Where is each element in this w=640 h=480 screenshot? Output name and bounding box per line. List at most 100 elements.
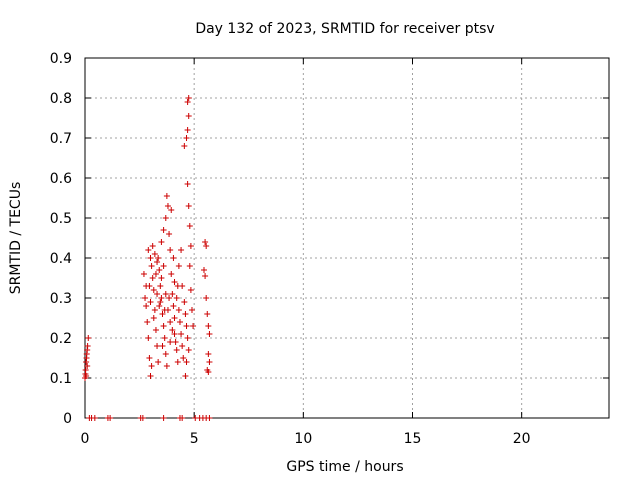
- data-point: [150, 287, 157, 293]
- data-point: [155, 255, 162, 261]
- y-tick-label: 0.7: [50, 131, 72, 147]
- data-point: [154, 259, 161, 265]
- data-point: [107, 415, 114, 421]
- data-point: [91, 415, 98, 421]
- x-tick-label: 15: [404, 431, 422, 447]
- data-point: [151, 307, 158, 313]
- axis-ticks: 0 0.1 0.2 0.3 0.4 0.5 0.6 0.7 0.8 0.9 0 5 10 15 20: [50, 51, 609, 447]
- data-point: [183, 323, 190, 329]
- data-point: [82, 367, 89, 373]
- data-point: [183, 135, 190, 141]
- data-point: [186, 263, 193, 269]
- data-point: [206, 331, 213, 337]
- data-point: [163, 193, 170, 199]
- data-point: [184, 127, 191, 133]
- data-point: [156, 267, 163, 273]
- data-point: [154, 343, 161, 349]
- data-point: [168, 271, 175, 277]
- y-axis-label: SRMTID / TECUs: [8, 182, 24, 295]
- x-tick-label: 0: [81, 431, 90, 447]
- data-point: [202, 273, 209, 279]
- data-point: [159, 343, 166, 349]
- data-point: [205, 369, 212, 375]
- data-point: [171, 331, 178, 337]
- data-point: [184, 99, 191, 105]
- data-point: [203, 243, 210, 249]
- data-point: [83, 373, 90, 379]
- data-point: [184, 181, 191, 187]
- data-point: [157, 283, 164, 289]
- data-point: [162, 215, 169, 221]
- data-point: [144, 319, 151, 325]
- y-tick-label: 0.4: [50, 251, 72, 267]
- data-point: [142, 295, 149, 301]
- data-point: [179, 415, 186, 421]
- data-point: [185, 347, 192, 353]
- data-point: [146, 355, 153, 361]
- y-tick-label: 0: [63, 411, 72, 427]
- data-point: [148, 363, 155, 369]
- data-point: [181, 143, 188, 149]
- data-point: [185, 203, 192, 209]
- data-point: [162, 351, 169, 357]
- data-point: [200, 267, 207, 273]
- data-point: [179, 343, 186, 349]
- data-point: [171, 279, 178, 285]
- data-point: [151, 251, 158, 257]
- data-point: [168, 207, 175, 213]
- data-point: [186, 223, 193, 229]
- data-point: [171, 315, 178, 321]
- data-point: [169, 327, 176, 333]
- chart-title: Day 132 of 2023, SRMTID for receiver pts…: [195, 21, 494, 37]
- data-point: [206, 359, 213, 365]
- data-point: [140, 271, 147, 277]
- data-point: [176, 319, 183, 325]
- data-point: [175, 263, 182, 269]
- y-tick-label: 0.6: [50, 171, 72, 187]
- data-point: [181, 299, 188, 305]
- data-point: [139, 415, 146, 421]
- data-point: [167, 247, 174, 253]
- data-point: [160, 263, 167, 269]
- data-point: [202, 239, 209, 245]
- data-point: [159, 311, 166, 317]
- plot-frame: [84, 57, 610, 419]
- data-point: [174, 283, 181, 289]
- data-point: [84, 343, 91, 349]
- data-point: [143, 303, 150, 309]
- data-point: [170, 255, 177, 261]
- x-tick-label: 5: [190, 431, 199, 447]
- data-point: [166, 295, 173, 301]
- data-point: [187, 243, 194, 249]
- y-tick-label: 0.1: [50, 371, 72, 387]
- data-point: [180, 355, 187, 361]
- y-tick-label: 0.9: [50, 51, 72, 67]
- data-point: [187, 287, 194, 293]
- data-point: [175, 307, 182, 313]
- data-point: [161, 307, 168, 313]
- data-point: [185, 95, 192, 101]
- data-point: [169, 291, 176, 297]
- data-point: [146, 283, 153, 289]
- data-point: [149, 243, 156, 249]
- data-point: [160, 323, 167, 329]
- data-point: [178, 331, 185, 337]
- data-point: [178, 247, 185, 253]
- data-point: [203, 295, 210, 301]
- data-point: [85, 335, 92, 341]
- data-points: [82, 95, 213, 421]
- data-point: [152, 327, 159, 333]
- data-point: [161, 335, 168, 341]
- data-point: [183, 359, 190, 365]
- data-point: [160, 227, 167, 233]
- data-point: [205, 323, 212, 329]
- data-point: [150, 315, 157, 321]
- data-point: [145, 247, 152, 253]
- data-point: [166, 231, 173, 237]
- data-point: [174, 359, 181, 365]
- data-point: [190, 323, 197, 329]
- data-point: [147, 255, 154, 261]
- data-point: [205, 351, 212, 357]
- data-point: [162, 291, 169, 297]
